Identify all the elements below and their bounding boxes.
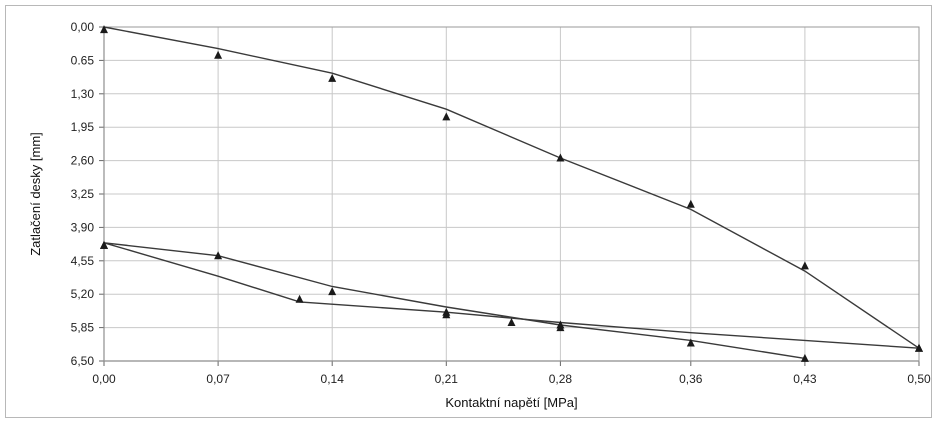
series-1-marker [100, 25, 108, 34]
series-1-marker [214, 50, 223, 59]
series-3-marker [556, 320, 565, 329]
x-tick-label: 0,28 [549, 372, 573, 386]
x-tick-labels: 0,00 0,07 0,14 0,21 0,28 0,36 0,43 0,50 [92, 372, 931, 386]
y-tick-label: 4,55 [71, 254, 95, 268]
y-tick-label: 5,85 [71, 321, 95, 335]
series-1-marker [442, 112, 451, 121]
x-tick-label: 0,36 [679, 372, 703, 386]
y-tick-label: 1,30 [71, 87, 95, 101]
x-tick-label: 0,14 [321, 372, 345, 386]
y-tick-labels: 0,00 0.65 1,30 1,95 2,60 3,25 3,90 4,55 5,20 5,85… [71, 20, 95, 368]
x-axis-title: Kontaktní napětí [MPa] [445, 395, 577, 410]
x-tick-label: 0,07 [206, 372, 230, 386]
data-markers [100, 25, 923, 362]
series-1-marker [556, 153, 565, 162]
y-axis-title: Zatlačení desky [mm] [28, 132, 43, 256]
y-tick-label: 2,60 [71, 154, 95, 168]
plot-border [103, 26, 920, 362]
series-1-marker [686, 199, 695, 208]
x-tick-label: 0,00 [92, 372, 116, 386]
y-tick-label: 1,95 [71, 120, 95, 134]
series-2-marker [800, 353, 809, 362]
series-1-line [103, 26, 920, 349]
series-2-marker [328, 287, 337, 296]
series-3-marker [442, 310, 451, 319]
y-tick-label: 0,00 [71, 20, 95, 34]
y-tick-label: 5,20 [71, 287, 95, 301]
series-3-marker [100, 240, 108, 249]
y-tick-label: 6,50 [71, 354, 95, 368]
series-3-marker [915, 343, 923, 352]
series-2-marker [686, 338, 695, 347]
series-3-marker [295, 294, 304, 303]
axes [99, 26, 920, 366]
x-tick-label: 0,21 [435, 372, 459, 386]
y-tick-label: 3,25 [71, 187, 95, 201]
y-tick-label: 0.65 [71, 53, 95, 67]
y-tick-label: 3,90 [71, 220, 95, 234]
series-1-marker [800, 261, 809, 270]
x-tick-label: 0,43 [793, 372, 817, 386]
series-2-marker [214, 251, 223, 260]
series-1-marker [328, 73, 337, 82]
x-tick-label: 0,50 [907, 372, 931, 386]
series-3-marker [507, 318, 516, 326]
